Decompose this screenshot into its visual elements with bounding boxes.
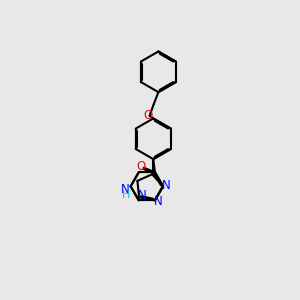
Text: O: O <box>136 160 146 173</box>
Text: N: N <box>121 183 130 196</box>
Text: N: N <box>162 178 171 192</box>
Text: O: O <box>143 109 153 122</box>
Text: N: N <box>138 189 147 202</box>
Text: H: H <box>122 190 130 200</box>
Text: N: N <box>154 195 163 208</box>
